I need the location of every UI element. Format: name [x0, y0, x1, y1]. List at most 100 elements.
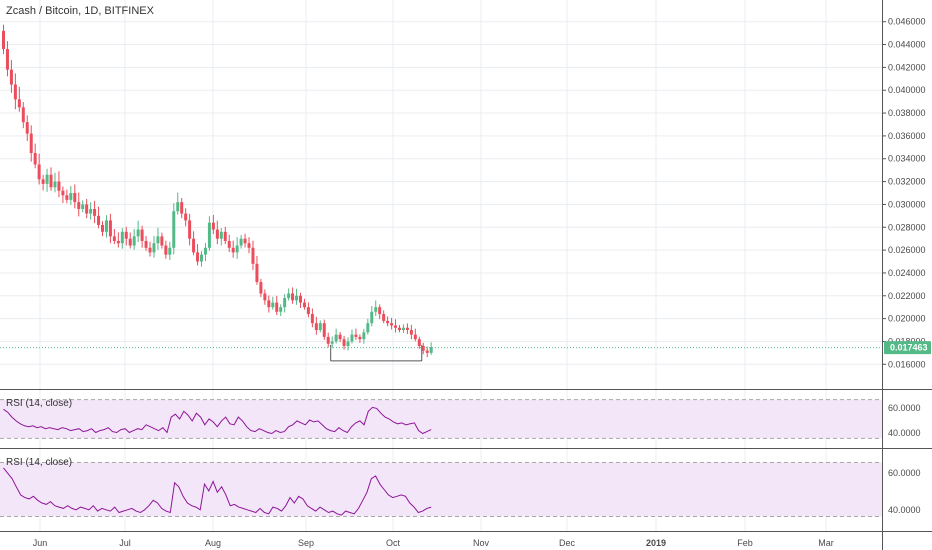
- candle-body: [148, 247, 152, 253]
- candle: [362, 328, 366, 344]
- rsi-tick-label: 40.0000: [888, 428, 921, 438]
- candle-body: [405, 327, 409, 331]
- candle: [29, 125, 33, 162]
- candle: [25, 115, 29, 142]
- candle-body: [346, 341, 350, 347]
- candle: [346, 337, 350, 351]
- candle-body: [429, 347, 433, 353]
- candlestick-series[interactable]: [2, 24, 433, 358]
- candle: [112, 228, 116, 245]
- candle-body: [350, 334, 354, 342]
- candle: [61, 186, 65, 204]
- time-tick-label: Feb: [737, 538, 753, 548]
- candle-body: [69, 193, 73, 200]
- candle: [390, 317, 394, 330]
- candle: [188, 213, 192, 246]
- candle: [49, 167, 53, 191]
- candle: [156, 227, 160, 250]
- price-tick-label: 0.046000: [888, 17, 926, 27]
- candle: [370, 306, 374, 327]
- price-tick-label: 0.026000: [888, 245, 926, 255]
- candle-body: [29, 133, 33, 154]
- candle: [366, 318, 370, 335]
- candle-body: [243, 238, 247, 244]
- candle: [207, 216, 211, 251]
- candle-body: [283, 298, 287, 308]
- candle-body: [65, 195, 69, 200]
- candle: [196, 244, 200, 266]
- candle-body: [57, 181, 61, 191]
- time-tick-label: Aug: [205, 538, 221, 548]
- candle: [342, 335, 346, 350]
- price-tick-label: 0.020000: [888, 314, 926, 324]
- candle: [405, 323, 409, 334]
- candle: [77, 192, 81, 217]
- time-tick-label: Mar: [818, 538, 834, 548]
- candle-body: [97, 215, 101, 225]
- candle-body: [310, 314, 314, 324]
- candle: [69, 185, 73, 205]
- candle-body: [37, 164, 41, 180]
- candle: [81, 200, 85, 213]
- gridlines: [0, 0, 882, 531]
- candle-body: [299, 295, 302, 303]
- candle: [144, 236, 148, 251]
- time-axis[interactable]: Jun Jul Aug Sep Oct Nov Dec 2019 Feb Mar: [33, 538, 834, 548]
- time-tick-label: Oct: [386, 538, 401, 548]
- rsi-axis[interactable]: 60.0000 40.0000 60.0000 40.0000: [888, 403, 921, 515]
- candle-body: [227, 240, 231, 248]
- candle-body: [164, 245, 168, 255]
- candle-body: [140, 229, 144, 241]
- candle-body: [302, 302, 306, 308]
- candle: [314, 316, 318, 335]
- price-tick-label: 0.016000: [888, 359, 926, 369]
- candle: [302, 298, 306, 310]
- rsi-pane-2[interactable]: RSI (14, close): [0, 457, 882, 517]
- candle-body: [176, 202, 180, 212]
- candle: [283, 294, 287, 313]
- candle-body: [211, 222, 215, 230]
- rsi-pane-1[interactable]: RSI (14, close): [0, 398, 882, 439]
- candle: [330, 336, 334, 349]
- candle-body: [144, 240, 148, 248]
- candle: [326, 332, 330, 348]
- candle-body: [295, 295, 299, 301]
- candle-body: [196, 252, 200, 262]
- symbol-title: Zcash / Bitcoin, 1D, BITFINEX: [6, 5, 155, 17]
- candle-body: [358, 336, 362, 340]
- candle: [97, 206, 101, 229]
- candle: [413, 328, 417, 342]
- candle: [338, 332, 342, 343]
- candle: [5, 41, 9, 77]
- candle: [382, 310, 386, 324]
- candle-body: [168, 247, 172, 255]
- candle: [168, 241, 172, 260]
- candle-body: [132, 236, 136, 246]
- candle: [184, 208, 188, 227]
- price-tick-label: 0.042000: [888, 62, 926, 72]
- time-tick-label: Jul: [119, 538, 131, 548]
- candle-body: [425, 350, 429, 353]
- candle-body: [314, 323, 318, 331]
- candle: [247, 237, 251, 254]
- candle-body: [354, 334, 358, 337]
- candle-body: [342, 339, 346, 347]
- candle: [306, 302, 310, 318]
- candle: [231, 240, 235, 258]
- candle: [267, 295, 271, 313]
- candle: [386, 316, 390, 327]
- candle: [417, 336, 421, 349]
- candle: [350, 329, 354, 344]
- candle-body: [362, 332, 366, 340]
- candle-body: [21, 107, 25, 123]
- candle: [223, 226, 227, 245]
- candle: [279, 304, 283, 316]
- candle-body: [417, 339, 421, 347]
- rsi-tick-label: 40.0000: [888, 505, 921, 515]
- candle-body: [378, 307, 382, 315]
- candle-body: [390, 323, 394, 326]
- rsi-line: [3, 467, 432, 516]
- candle-body: [409, 330, 413, 335]
- candle: [239, 234, 243, 249]
